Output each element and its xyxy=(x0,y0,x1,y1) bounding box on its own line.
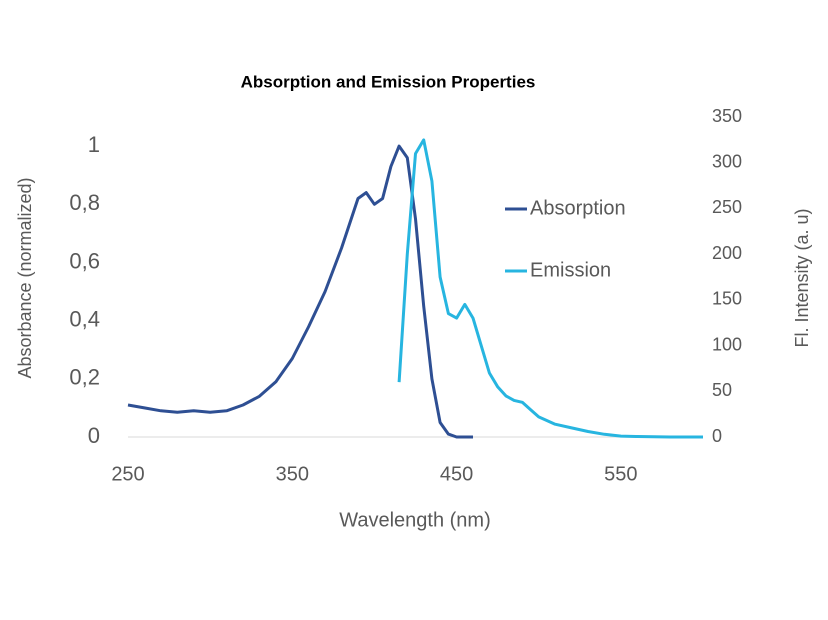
y2-tick-label: 100 xyxy=(712,334,742,354)
x-tick-label: 250 xyxy=(111,463,144,485)
y2-tick-label: 200 xyxy=(712,243,742,263)
y-tick-label: 0,4 xyxy=(69,306,100,331)
series-line xyxy=(397,138,703,439)
x-tick-label: 450 xyxy=(440,463,473,485)
legend-label: Absorption xyxy=(530,197,626,219)
y2-tick-label: 250 xyxy=(712,197,742,217)
y2-tick-label: 300 xyxy=(712,151,742,171)
y2-tick-label: 350 xyxy=(712,106,742,126)
y-axis-title: Absorbance (normalized) xyxy=(15,177,35,378)
x-axis-title: Wavelength (nm) xyxy=(339,509,491,531)
y-tick-label: 0,8 xyxy=(69,190,100,215)
x-tick-label: 550 xyxy=(604,463,637,485)
y2-tick-label: 50 xyxy=(712,380,732,400)
y-tick-label: 1 xyxy=(88,132,100,157)
y-tick-label: 0 xyxy=(88,423,100,448)
y2-tick-label: 150 xyxy=(712,289,742,309)
x-tick-label: 350 xyxy=(276,463,309,485)
series-line xyxy=(127,144,473,439)
y2-tick-label: 0 xyxy=(712,426,722,446)
chart-title: Absorption and Emission Properties xyxy=(241,72,536,91)
y-tick-label: 0,6 xyxy=(69,248,100,273)
legend-label: Emission xyxy=(530,259,611,281)
y-tick-label: 0,2 xyxy=(69,365,100,390)
y2-axis-title: Fl. Intensity (a. u) xyxy=(792,208,812,347)
